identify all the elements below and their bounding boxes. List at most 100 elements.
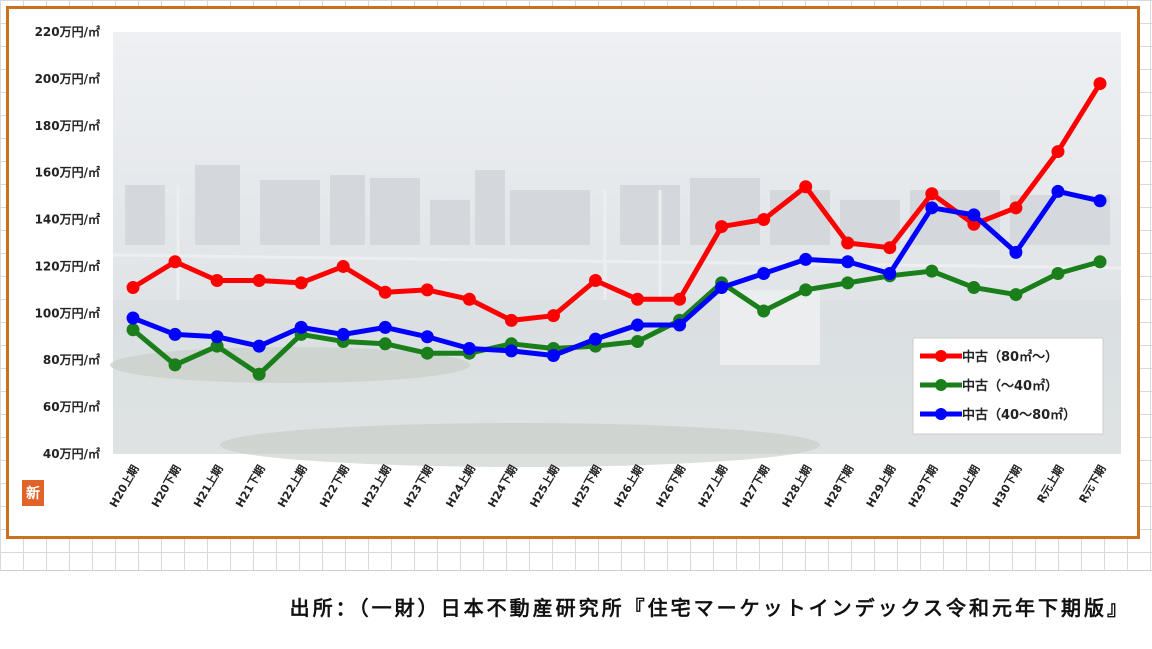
data-point <box>757 213 771 227</box>
x-tick-label: H27上期 <box>695 463 730 510</box>
data-point <box>757 266 771 280</box>
legend-label: 中古（～40㎡） <box>962 378 1058 394</box>
x-tick-label: H29下期 <box>905 463 940 510</box>
data-point <box>631 318 645 332</box>
data-point <box>925 201 939 215</box>
series-line <box>132 188 1101 359</box>
legend-marker <box>935 379 947 391</box>
data-point <box>841 276 855 290</box>
data-point <box>631 292 645 306</box>
x-tick-label: H28上期 <box>779 463 814 510</box>
data-point <box>462 292 476 306</box>
x-tick-label: H28下期 <box>821 463 856 510</box>
data-point <box>841 236 855 250</box>
y-tick-label: 100万円/㎡ <box>35 305 100 320</box>
y-tick-label: 80万円/㎡ <box>43 352 100 367</box>
x-tick-label: H30下期 <box>989 463 1024 510</box>
data-point <box>967 281 981 295</box>
data-point <box>1051 184 1065 198</box>
data-point <box>336 327 350 341</box>
data-point <box>462 342 476 355</box>
x-tick-label: H23上期 <box>358 463 393 510</box>
data-point <box>1093 194 1107 208</box>
legend-item: 中古（40～80㎡） <box>920 407 1076 423</box>
data-point <box>420 283 434 297</box>
data-point <box>799 252 813 266</box>
data-point <box>925 187 939 201</box>
x-tick-label: H24下期 <box>485 463 520 510</box>
x-tick-label: H29上期 <box>863 463 898 510</box>
x-tick-label: H25上期 <box>527 463 562 510</box>
data-point <box>799 283 813 297</box>
data-point <box>420 346 434 360</box>
series-2 <box>126 255 1107 381</box>
x-tick-label: H21下期 <box>232 463 267 510</box>
data-point <box>210 274 224 288</box>
data-point <box>1093 255 1107 269</box>
series-layer <box>126 77 1107 381</box>
series-3 <box>126 184 1107 363</box>
data-point <box>1051 145 1065 159</box>
data-point <box>715 220 729 234</box>
series-line <box>131 259 1101 377</box>
y-tick-label: 120万円/㎡ <box>35 258 100 273</box>
data-point <box>294 276 308 290</box>
data-point <box>1051 266 1065 280</box>
data-point <box>168 358 182 372</box>
legend-marker <box>935 408 947 420</box>
y-tick-label: 160万円/㎡ <box>35 165 100 180</box>
x-tick-label: H20下期 <box>148 463 183 510</box>
source-citation: 出所：（一財）日本不動産研究所『住宅マーケットインデックス令和元年下期版』 <box>289 596 1130 620</box>
data-point <box>883 241 897 255</box>
data-point <box>378 320 392 334</box>
data-point <box>546 349 560 363</box>
data-point <box>1009 245 1023 259</box>
data-point <box>126 323 140 337</box>
y-axis: 220万円/㎡ 200万円/㎡ 180万円/㎡ 160万円/㎡ 140万円/㎡ 120万円… <box>35 24 100 461</box>
legend-marker <box>935 350 947 362</box>
data-point <box>210 339 224 353</box>
data-point <box>168 327 182 341</box>
y-tick-label: 60万円/㎡ <box>43 399 100 414</box>
x-tick-label: H20上期 <box>106 463 141 510</box>
data-point <box>967 208 981 222</box>
data-point <box>1093 77 1107 91</box>
data-point <box>378 285 392 299</box>
data-point <box>126 311 140 325</box>
y-tick-label: 40万円/㎡ <box>43 446 100 461</box>
x-tick-label: H30上期 <box>947 463 982 510</box>
data-point <box>631 334 645 348</box>
legend-item: 中古（80㎡～） <box>920 349 1058 365</box>
data-point <box>252 339 266 353</box>
legend: 中古（80㎡～） 中古（～40㎡） 中古（40～80㎡） <box>912 337 1104 435</box>
data-point <box>504 344 518 358</box>
data-point <box>673 292 687 306</box>
x-tick-label: H25下期 <box>569 463 604 510</box>
data-point <box>925 264 939 278</box>
data-point <box>504 313 518 327</box>
y-tick-label: 180万円/㎡ <box>35 118 100 133</box>
data-point <box>1009 201 1023 215</box>
x-tick-label: H27下期 <box>737 463 772 510</box>
y-tick-label: 140万円/㎡ <box>35 212 100 227</box>
y-tick-label: 200万円/㎡ <box>35 71 100 86</box>
data-point <box>336 259 350 273</box>
data-point <box>168 255 182 269</box>
y-tick-label: 220万円/㎡ <box>35 24 100 39</box>
data-point <box>210 330 224 344</box>
data-point <box>757 304 771 318</box>
data-point <box>588 274 602 288</box>
data-point <box>252 367 266 381</box>
series-line <box>131 82 1103 323</box>
series-1 <box>126 77 1107 327</box>
x-tick-label: H22上期 <box>274 463 309 510</box>
footer-band <box>0 570 1152 649</box>
x-tick-label: H23下期 <box>401 463 436 510</box>
data-point <box>673 318 687 332</box>
x-tick-label: R元上期 <box>1034 463 1067 506</box>
x-tick-label: H22下期 <box>316 463 351 510</box>
data-point <box>883 266 897 280</box>
legend-item: 中古（～40㎡） <box>920 378 1058 394</box>
data-point <box>799 180 813 194</box>
x-axis: H20上期 H20下期 H21上期 H21下期 H22上期 H22下期 H23上期 H23下期… <box>106 463 1108 510</box>
